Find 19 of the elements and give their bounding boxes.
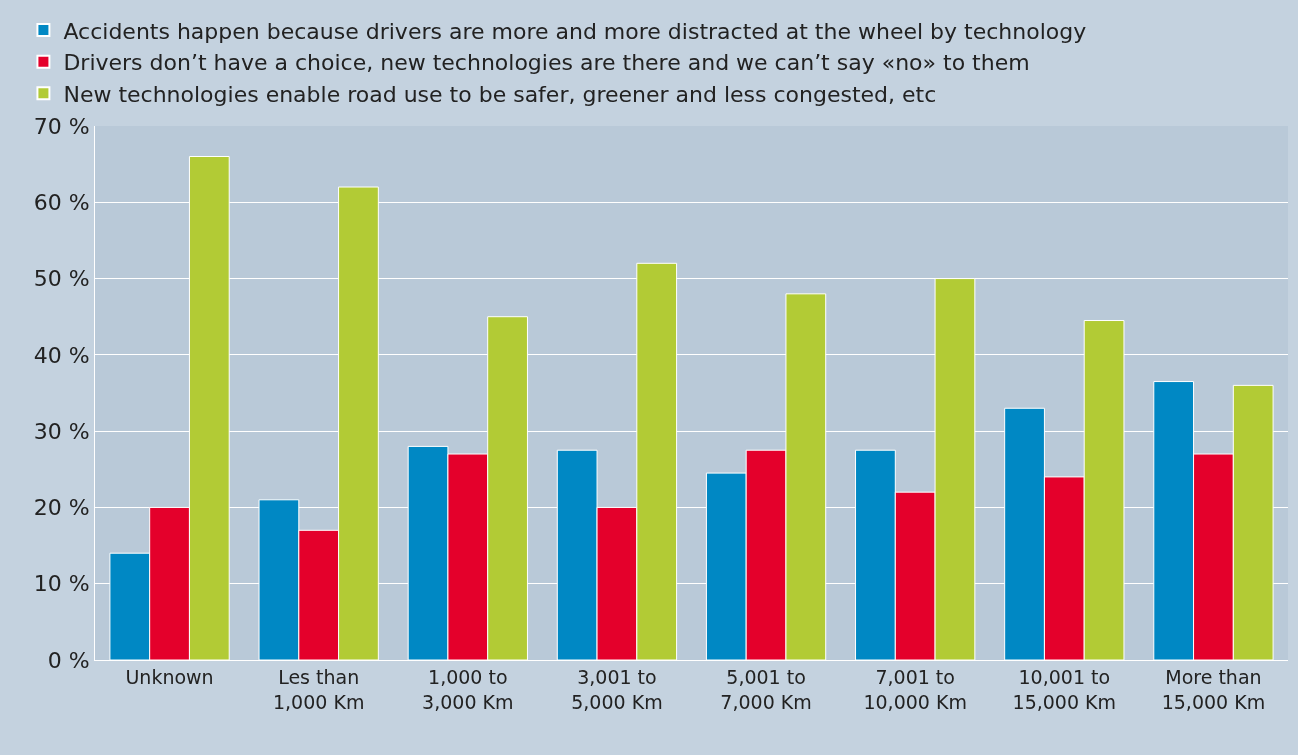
y-tick-label: 20 % [33, 495, 90, 521]
y-tick-label: 40 % [33, 342, 90, 368]
x-tick-label: 5,001 to 7,000 Km [720, 665, 812, 713]
y-tick-label: 60 % [33, 189, 90, 215]
x-tick-label: 10,001 to 15,000 Km [1012, 665, 1117, 713]
x-tick-label: Les than 1,000 Km [272, 665, 365, 713]
y-tick-label: 50 % [33, 266, 90, 292]
x-tick-label: More than 15,000 Km [1161, 665, 1266, 713]
legend-label: New technologies enable road use to be safer, greener and less congested, etc [63, 81, 937, 107]
y-tick-label: 30 % [33, 418, 90, 444]
x-tick-label: 7,001 to 10,000 Km [863, 665, 967, 713]
y-tick-label: 70 % [33, 113, 90, 139]
legend-label: Accidents happen because drivers are more and more distracted at the wheel by technology [63, 18, 1087, 44]
x-tick-label: 3,001 to 5,000 Km [571, 665, 663, 713]
x-tick-label: 1,000 to 3,000 Km [422, 665, 514, 713]
y-tick-label: 10 % [33, 571, 90, 597]
y-tick-label: 0 % [47, 647, 90, 673]
legend-label: Drivers don’t have a choice, new technologies are there and we can’t say «no» to them [63, 50, 1030, 76]
x-tick-label: Unknown [125, 665, 214, 688]
